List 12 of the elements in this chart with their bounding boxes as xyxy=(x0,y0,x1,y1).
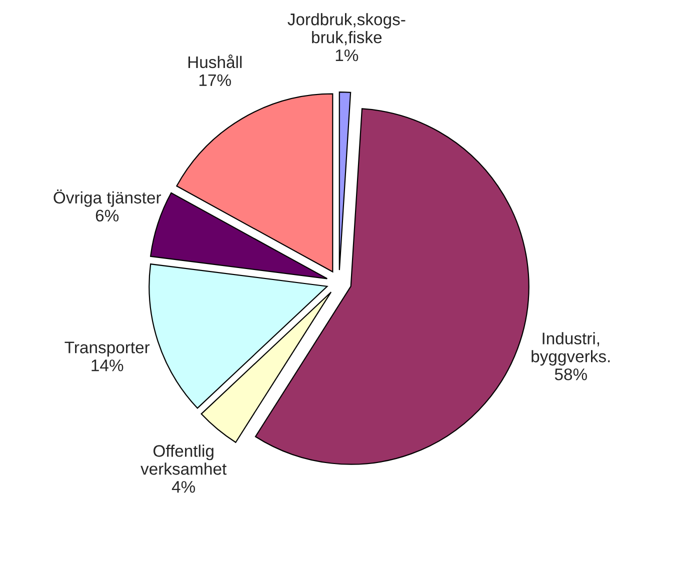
slice-label: Jordbruk,skogs- bruk,fiske xyxy=(288,13,406,46)
data-label: 1% xyxy=(336,49,358,62)
data-label: 4% xyxy=(172,481,196,493)
slice-label: Hushåll xyxy=(188,54,242,68)
slice-label: Övriga tjänster xyxy=(54,189,162,207)
slice-label: Industri, byggverks. xyxy=(532,332,610,366)
data-label: 58% xyxy=(554,368,587,380)
data-label: 6% xyxy=(96,210,119,222)
data-label: 14% xyxy=(92,360,124,372)
slice-label: Offentlig verksamhet xyxy=(140,444,227,475)
slice-label: Transporter xyxy=(64,342,150,357)
data-label: 17% xyxy=(199,74,231,86)
